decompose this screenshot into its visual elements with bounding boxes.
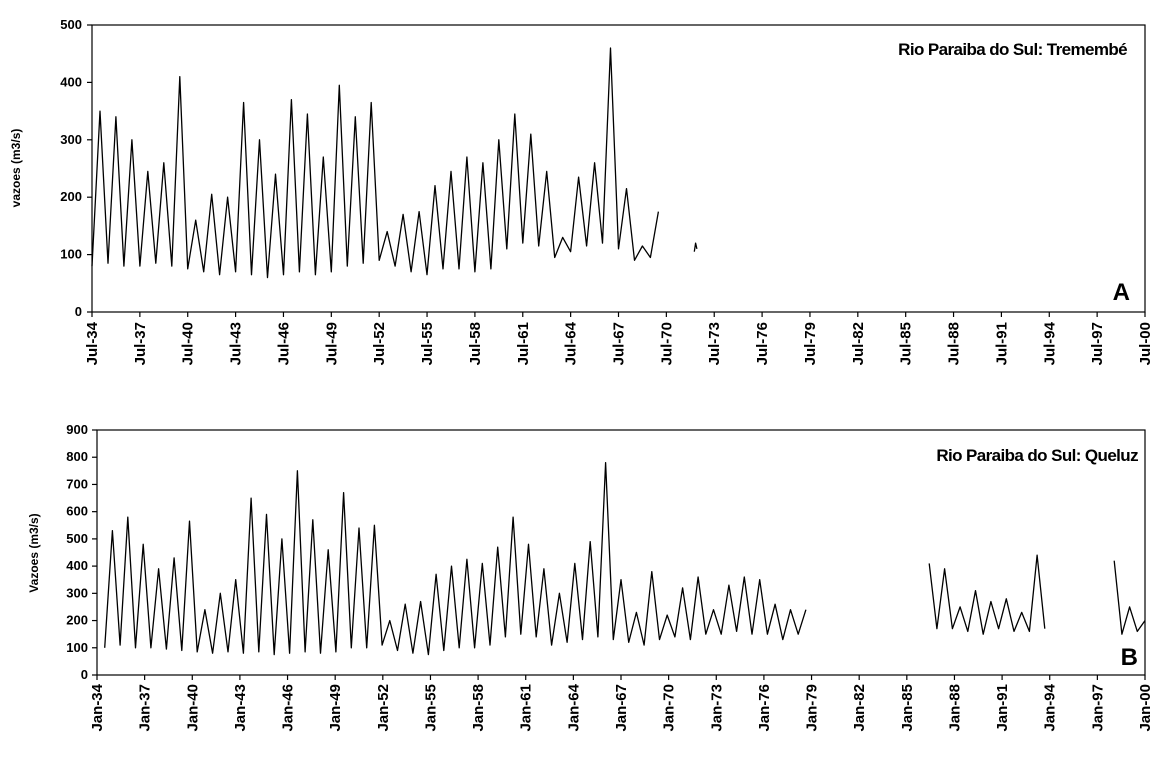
x-tick-label-a-0: Jul-34 (84, 321, 101, 365)
y-axis-label-a: vazoes (m3/s) (9, 129, 23, 208)
x-tick-label-a-12: Jul-70 (658, 322, 675, 365)
y-tick-label-b-8: 800 (66, 449, 88, 464)
x-tick-label-b-19: Jan-91 (994, 684, 1011, 732)
series-line-b-1-0 (928, 554, 1046, 635)
x-tick-label-a-11: Jul-67 (611, 322, 628, 365)
x-tick-label-b-4: Jan-46 (280, 684, 297, 732)
x-tick-label-b-2: Jan-40 (184, 684, 201, 732)
x-tick-label-a-9: Jul-61 (515, 322, 532, 365)
series-line-a-1-0 (693, 242, 698, 252)
series-line-b-2-0 (1113, 560, 1146, 635)
x-tick-label-b-12: Jan-70 (661, 684, 678, 732)
x-tick-label-a-20: Jul-94 (1041, 321, 1058, 365)
x-tick-label-b-21: Jan-97 (1089, 684, 1106, 732)
x-tick-label-b-3: Jan-43 (232, 684, 249, 732)
x-tick-label-b-8: Jan-58 (470, 684, 487, 732)
x-tick-label-a-18: Jul-88 (946, 322, 963, 365)
x-tick-label-a-3: Jul-43 (228, 322, 245, 365)
x-tick-label-a-10: Jul-64 (563, 321, 580, 365)
plot-frame-a (91, 24, 1146, 313)
series-group-b (104, 462, 1146, 656)
x-axis-a: Jul-34 Jul-37 Jul-40 Jul-43 Jul-46 Jul-49 Jul-… (84, 312, 1153, 365)
x-tick-label-a-6: Jul-52 (371, 322, 388, 365)
x-tick-label-a-22: Jul-00 (1137, 322, 1153, 365)
x-tick-label-b-20: Jan-94 (1042, 683, 1059, 731)
y-tick-label-a-2: 200 (60, 189, 82, 204)
y-tick-label-a-0: 0 (75, 304, 82, 319)
x-tick-label-b-7: Jan-55 (422, 684, 439, 732)
x-tick-label-b-15: Jan-79 (804, 684, 821, 732)
x-tick-label-b-17: Jan-85 (899, 684, 916, 732)
y-tick-label-b-2: 200 (66, 613, 88, 628)
x-tick-label-b-11: Jan-67 (613, 684, 630, 732)
x-tick-label-b-6: Jan-52 (375, 684, 392, 732)
y-axis-b: 0 100 200 300 400 500 600 700 800 900 (66, 422, 97, 682)
y-tick-label-b-0: 0 (81, 667, 88, 682)
y-axis-a: 0 100 200 300 400 500 (60, 17, 92, 319)
plot-frame-b (96, 429, 1146, 676)
chart-title-b: Rio Paraiba do Sul: Queluz (936, 446, 1138, 465)
y-tick-label-b-3: 300 (66, 585, 88, 600)
y-tick-label-b-9: 900 (66, 422, 88, 437)
y-tick-label-a-4: 400 (60, 74, 82, 89)
x-tick-label-b-1: Jan-37 (137, 684, 154, 732)
x-tick-label-a-21: Jul-97 (1089, 322, 1106, 365)
x-tick-label-a-13: Jul-73 (706, 322, 723, 365)
x-tick-label-a-14: Jul-76 (754, 322, 771, 365)
x-tick-label-b-13: Jan-73 (708, 684, 725, 732)
panel-letter-b: B (1121, 644, 1138, 671)
panel-a: 0 100 200 300 400 500 Jul-34 Jul-37 Jul-40 Jul-4… (9, 17, 1153, 365)
x-tick-label-a-8: Jul-58 (467, 322, 484, 365)
x-tick-label-a-17: Jul-85 (898, 322, 915, 365)
y-tick-label-b-1: 100 (66, 640, 88, 655)
x-tick-label-a-7: Jul-55 (419, 322, 436, 365)
x-tick-label-a-19: Jul-91 (993, 322, 1010, 365)
x-axis-b: Jan-34 Jan-37 Jan-40 Jan-43 Jan-46 Jan-49 Jan-… (89, 675, 1153, 732)
x-tick-label-a-15: Jul-79 (802, 322, 819, 365)
y-tick-label-a-5: 500 (60, 17, 82, 32)
x-tick-label-b-5: Jan-49 (327, 684, 344, 732)
y-tick-label-b-6: 600 (66, 504, 88, 519)
chart-title-a: Rio Paraiba do Sul: Tremembé (898, 40, 1127, 59)
series-group-a (91, 47, 698, 279)
x-tick-label-b-10: Jan-64 (565, 683, 582, 731)
x-tick-label-a-1: Jul-37 (132, 322, 149, 365)
y-tick-label-b-4: 400 (66, 558, 88, 573)
x-tick-label-b-0: Jan-34 (89, 683, 106, 731)
y-axis-label-b: Vazoes (m3/s) (27, 513, 41, 592)
series-line-b-0-0 (104, 462, 807, 656)
y-tick-label-a-1: 100 (60, 247, 82, 262)
y-tick-label-b-5: 500 (66, 531, 88, 546)
y-tick-label-b-7: 700 (66, 476, 88, 491)
x-tick-label-a-4: Jul-46 (275, 322, 292, 365)
x-tick-label-a-16: Jul-82 (850, 322, 867, 365)
x-tick-label-b-22: Jan-00 (1137, 684, 1153, 732)
x-tick-label-b-14: Jan-76 (756, 684, 773, 732)
y-tick-label-a-3: 300 (60, 132, 82, 147)
x-tick-label-a-2: Jul-40 (180, 322, 197, 365)
panel-letter-a: A (1113, 279, 1130, 306)
x-tick-label-b-18: Jan-88 (946, 684, 963, 732)
x-tick-label-b-9: Jan-61 (518, 684, 535, 732)
series-line-a-0-0 (91, 47, 660, 279)
x-tick-label-a-5: Jul-49 (323, 322, 340, 365)
x-tick-label-b-16: Jan-82 (851, 684, 868, 732)
